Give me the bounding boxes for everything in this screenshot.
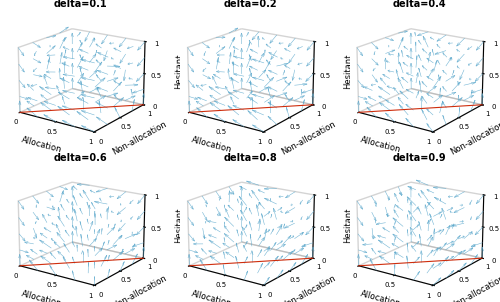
X-axis label: Allocation: Allocation [21, 289, 63, 302]
X-axis label: Allocation: Allocation [21, 136, 63, 155]
X-axis label: Allocation: Allocation [360, 289, 402, 302]
Y-axis label: Non-allocation: Non-allocation [110, 120, 168, 157]
Title: delta=0.6: delta=0.6 [54, 153, 108, 162]
Y-axis label: Non-allocation: Non-allocation [110, 273, 168, 302]
Y-axis label: Non-allocation: Non-allocation [449, 120, 500, 157]
Title: delta=0.2: delta=0.2 [223, 0, 277, 9]
Title: delta=0.9: delta=0.9 [392, 153, 446, 162]
Title: delta=0.4: delta=0.4 [392, 0, 446, 9]
Title: delta=0.8: delta=0.8 [223, 153, 277, 162]
Y-axis label: Non-allocation: Non-allocation [449, 273, 500, 302]
Title: delta=0.1: delta=0.1 [54, 0, 108, 9]
Y-axis label: Non-allocation: Non-allocation [280, 120, 338, 157]
X-axis label: Allocation: Allocation [190, 136, 232, 155]
X-axis label: Allocation: Allocation [190, 289, 232, 302]
X-axis label: Allocation: Allocation [360, 136, 402, 155]
Y-axis label: Non-allocation: Non-allocation [280, 273, 338, 302]
